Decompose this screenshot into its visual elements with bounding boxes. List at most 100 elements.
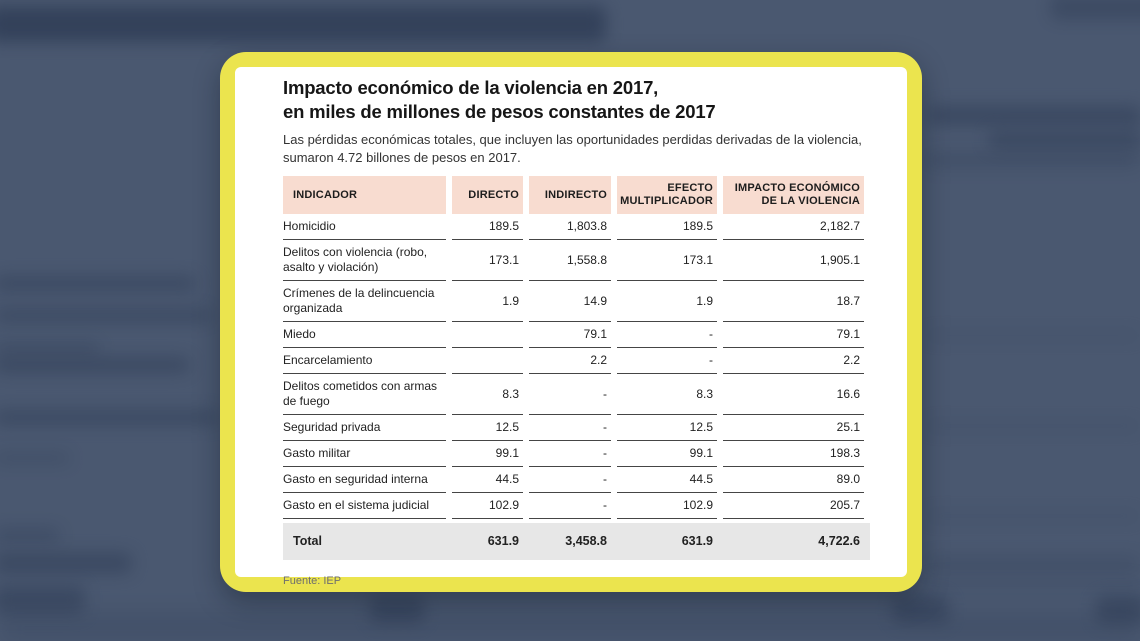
cell-indirecto: - [529, 374, 611, 415]
data-table: INDICADOR DIRECTO INDIRECTO EFECTO MULTI… [283, 176, 870, 560]
chart-title: Impacto económico de la violencia en 201… [283, 76, 870, 124]
table-row: Encarcelamiento 2.2-2.2 [283, 348, 870, 374]
cell-impacto: 205.7 [723, 493, 864, 519]
cell-impacto: 18.7 [723, 281, 864, 322]
table-total-row: Total 631.9 3,458.8 631.9 4,722.6 [283, 523, 870, 560]
cell-indirecto: 79.1 [529, 322, 611, 348]
table-row: Delitos cometidos con armas de fuego 8.3-… [283, 374, 870, 415]
table-row: Seguridad privada 12.5-12.5 25.1 [283, 415, 870, 441]
blurred-row-right [925, 578, 1140, 589]
table-row: Delitos con violencia (robo, asalto y vi… [283, 240, 870, 281]
cell-indicador: Delitos con violencia (robo, asalto y vi… [283, 240, 446, 281]
cell-efecto: - [617, 322, 717, 348]
total-efecto: 631.9 [681, 534, 713, 548]
total-label: Total [293, 534, 322, 548]
cell-directo: 102.9 [452, 493, 523, 519]
cell-directo: 12.5 [452, 415, 523, 441]
cell-indirecto: - [529, 441, 611, 467]
cell-directo: 189.5 [452, 214, 523, 240]
blurred-shape-bottom [0, 552, 132, 574]
cell-efecto: 102.9 [617, 493, 717, 519]
cell-efecto: 1.9 [617, 281, 717, 322]
blurred-row-right [925, 510, 1140, 522]
column-header-indicador: INDICADOR [283, 176, 446, 214]
cell-impacto: 2.2 [723, 348, 864, 374]
chart-subtitle: Las pérdidas económicas totales, que inc… [283, 132, 862, 165]
cell-impacto: 1,905.1 [723, 240, 864, 281]
cell-impacto: 89.0 [723, 467, 864, 493]
cell-indicador: Homicidio [283, 214, 446, 240]
blurred-shape-bottom [0, 528, 60, 542]
blurred-row-right [925, 420, 1140, 432]
source-note: Fuente: IEP [283, 575, 342, 587]
cell-directo: 99.1 [452, 441, 523, 467]
blurred-shape-bottom [893, 596, 949, 624]
cell-impacto: 79.1 [723, 322, 864, 348]
cell-indicador: Miedo [283, 322, 446, 348]
blurred-text-left [0, 342, 100, 355]
cell-impacto: 16.6 [723, 374, 864, 415]
cell-impacto: 198.3 [723, 441, 864, 467]
cell-directo: 8.3 [452, 374, 523, 415]
cell-impacto: 25.1 [723, 415, 864, 441]
total-directo: 631.9 [487, 534, 519, 548]
cell-efecto: 8.3 [617, 374, 717, 415]
column-header-directo: DIRECTO [452, 176, 523, 214]
cell-directo [452, 322, 523, 348]
cell-indirecto: - [529, 415, 611, 441]
cell-efecto: 173.1 [617, 240, 717, 281]
cell-indicador: Seguridad privada [283, 415, 446, 441]
cell-directo: 1.9 [452, 281, 523, 322]
blurred-text-left [0, 410, 218, 425]
column-header-efecto-multiplicador: EFECTO MULTIPLICADOR [617, 176, 717, 214]
blurred-text-left [0, 357, 190, 373]
cell-indicador: Gasto militar [283, 441, 446, 467]
table-row: Gasto en seguridad interna 44.5-44.5 89.0 [283, 467, 870, 493]
chart-title-line2: en miles de millones de pesos constantes… [283, 101, 716, 122]
cell-impacto: 2,182.7 [723, 214, 864, 240]
table-row: Crímenes de la delincuencia organizada 1.… [283, 281, 870, 322]
blurred-text-right [988, 130, 1140, 149]
cell-efecto: 189.5 [617, 214, 717, 240]
blurred-shape-bottom [370, 596, 424, 624]
cell-indirecto: - [529, 467, 611, 493]
table-row: Homicidio 189.5 1,803.8 189.5 2,182.7 [283, 214, 870, 240]
table-row: Gasto en el sistema judicial 102.9-102.9 2… [283, 493, 870, 519]
blurred-text-left [0, 308, 212, 323]
cell-indirecto: - [529, 493, 611, 519]
blurred-shape-bottom [1096, 596, 1140, 624]
cell-efecto: 99.1 [617, 441, 717, 467]
blurred-row-right [925, 330, 1140, 341]
chart-title-line1: Impacto económico de la violencia en 201… [283, 77, 659, 98]
cell-indirecto: 14.9 [529, 281, 611, 322]
cell-directo: 173.1 [452, 240, 523, 281]
total-impacto: 4,722.6 [818, 534, 860, 548]
cell-efecto: 12.5 [617, 415, 717, 441]
cell-indicador: Gasto en seguridad interna [283, 467, 446, 493]
table-body: Homicidio 189.5 1,803.8 189.5 2,182.7 Delitos… [283, 214, 870, 519]
cell-indirecto: 1,803.8 [529, 214, 611, 240]
table-row: Miedo 79.1-79.1 [283, 322, 870, 348]
blurred-band-bottom [0, 612, 1140, 641]
column-header-impacto-economico: IMPACTO ECONÓMICO DE LA VIOLENCIA [723, 176, 864, 214]
cell-indicador: Crímenes de la delincuencia organizada [283, 281, 446, 322]
table-header-row: INDICADOR DIRECTO INDIRECTO EFECTO MULTI… [283, 176, 870, 214]
blurred-header-element [1050, 0, 1140, 20]
cell-indicador: Encarcelamiento [283, 348, 446, 374]
cell-indirecto: 1,558.8 [529, 240, 611, 281]
blurred-text-right [925, 152, 1140, 168]
card-content: Impacto económico de la violencia en 201… [283, 67, 870, 587]
cell-indirecto: 2.2 [529, 348, 611, 374]
blurred-text-right [928, 106, 1140, 125]
blurred-text-left [0, 276, 196, 291]
cell-directo [452, 348, 523, 374]
infographic-card: Impacto económico de la violencia en 201… [220, 52, 922, 592]
column-header-indirecto: INDIRECTO [529, 176, 611, 214]
blurred-text-left [0, 452, 70, 464]
card-inner: Impacto económico de la violencia en 201… [235, 67, 907, 587]
cell-indicador: Delitos cometidos con armas de fuego [283, 374, 446, 415]
total-indirecto: 3,458.8 [565, 534, 607, 548]
cell-directo: 44.5 [452, 467, 523, 493]
cell-indicador: Gasto en el sistema judicial [283, 493, 446, 519]
blurred-page-headline [0, 6, 606, 42]
